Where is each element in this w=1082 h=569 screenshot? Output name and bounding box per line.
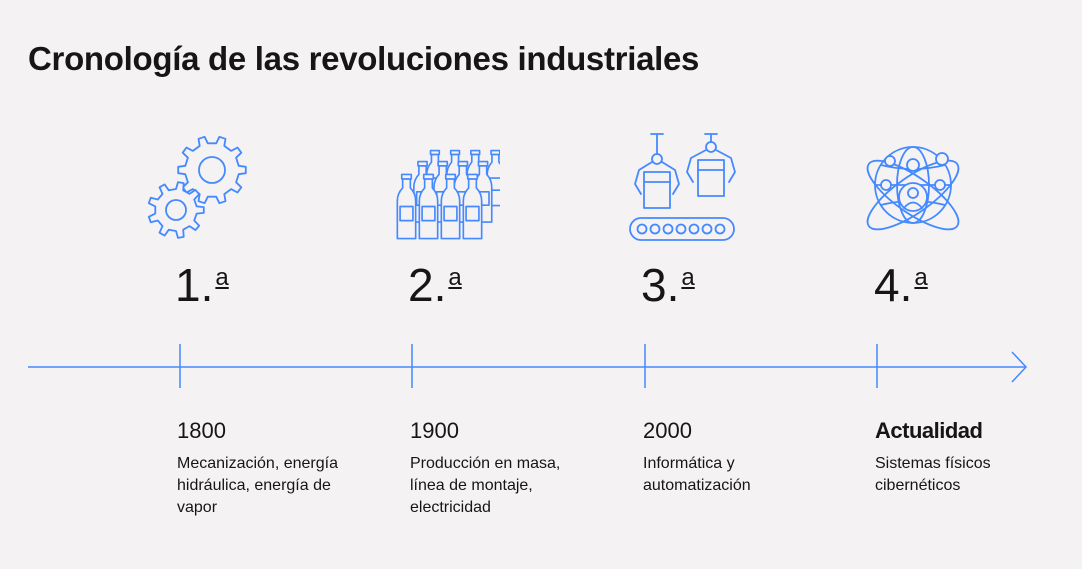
page-title: Cronología de las revoluciones industria… [28, 40, 700, 77]
large-gear-shape [177, 135, 247, 205]
ordinal-4: 4.a [874, 259, 928, 311]
gears-icon [140, 130, 250, 240]
ordinal-2: 2.a [408, 259, 462, 311]
revolution-description: Informática y automatización [643, 455, 751, 494]
timeline-axis [28, 344, 1028, 388]
small-gear-shape [147, 181, 205, 239]
ordinal-3: 3.a [641, 259, 695, 311]
globe-network-icon [858, 135, 968, 245]
revolution-description: Producción en masa, línea de montaje, el… [410, 455, 561, 516]
bottles-icon [390, 135, 500, 245]
robotic-arms-conveyor-icon [627, 132, 737, 242]
ordinal-1: 1.a [175, 259, 229, 311]
year-label: 2000 [643, 418, 692, 443]
year-label: Actualidad [875, 418, 983, 443]
revolution-description: Mecanización, energía hidráulica, energí… [177, 455, 338, 516]
revolution-description: Sistemas físicos cibernéticos [875, 455, 991, 494]
year-label: 1800 [177, 418, 226, 443]
year-label: 1900 [410, 418, 459, 443]
